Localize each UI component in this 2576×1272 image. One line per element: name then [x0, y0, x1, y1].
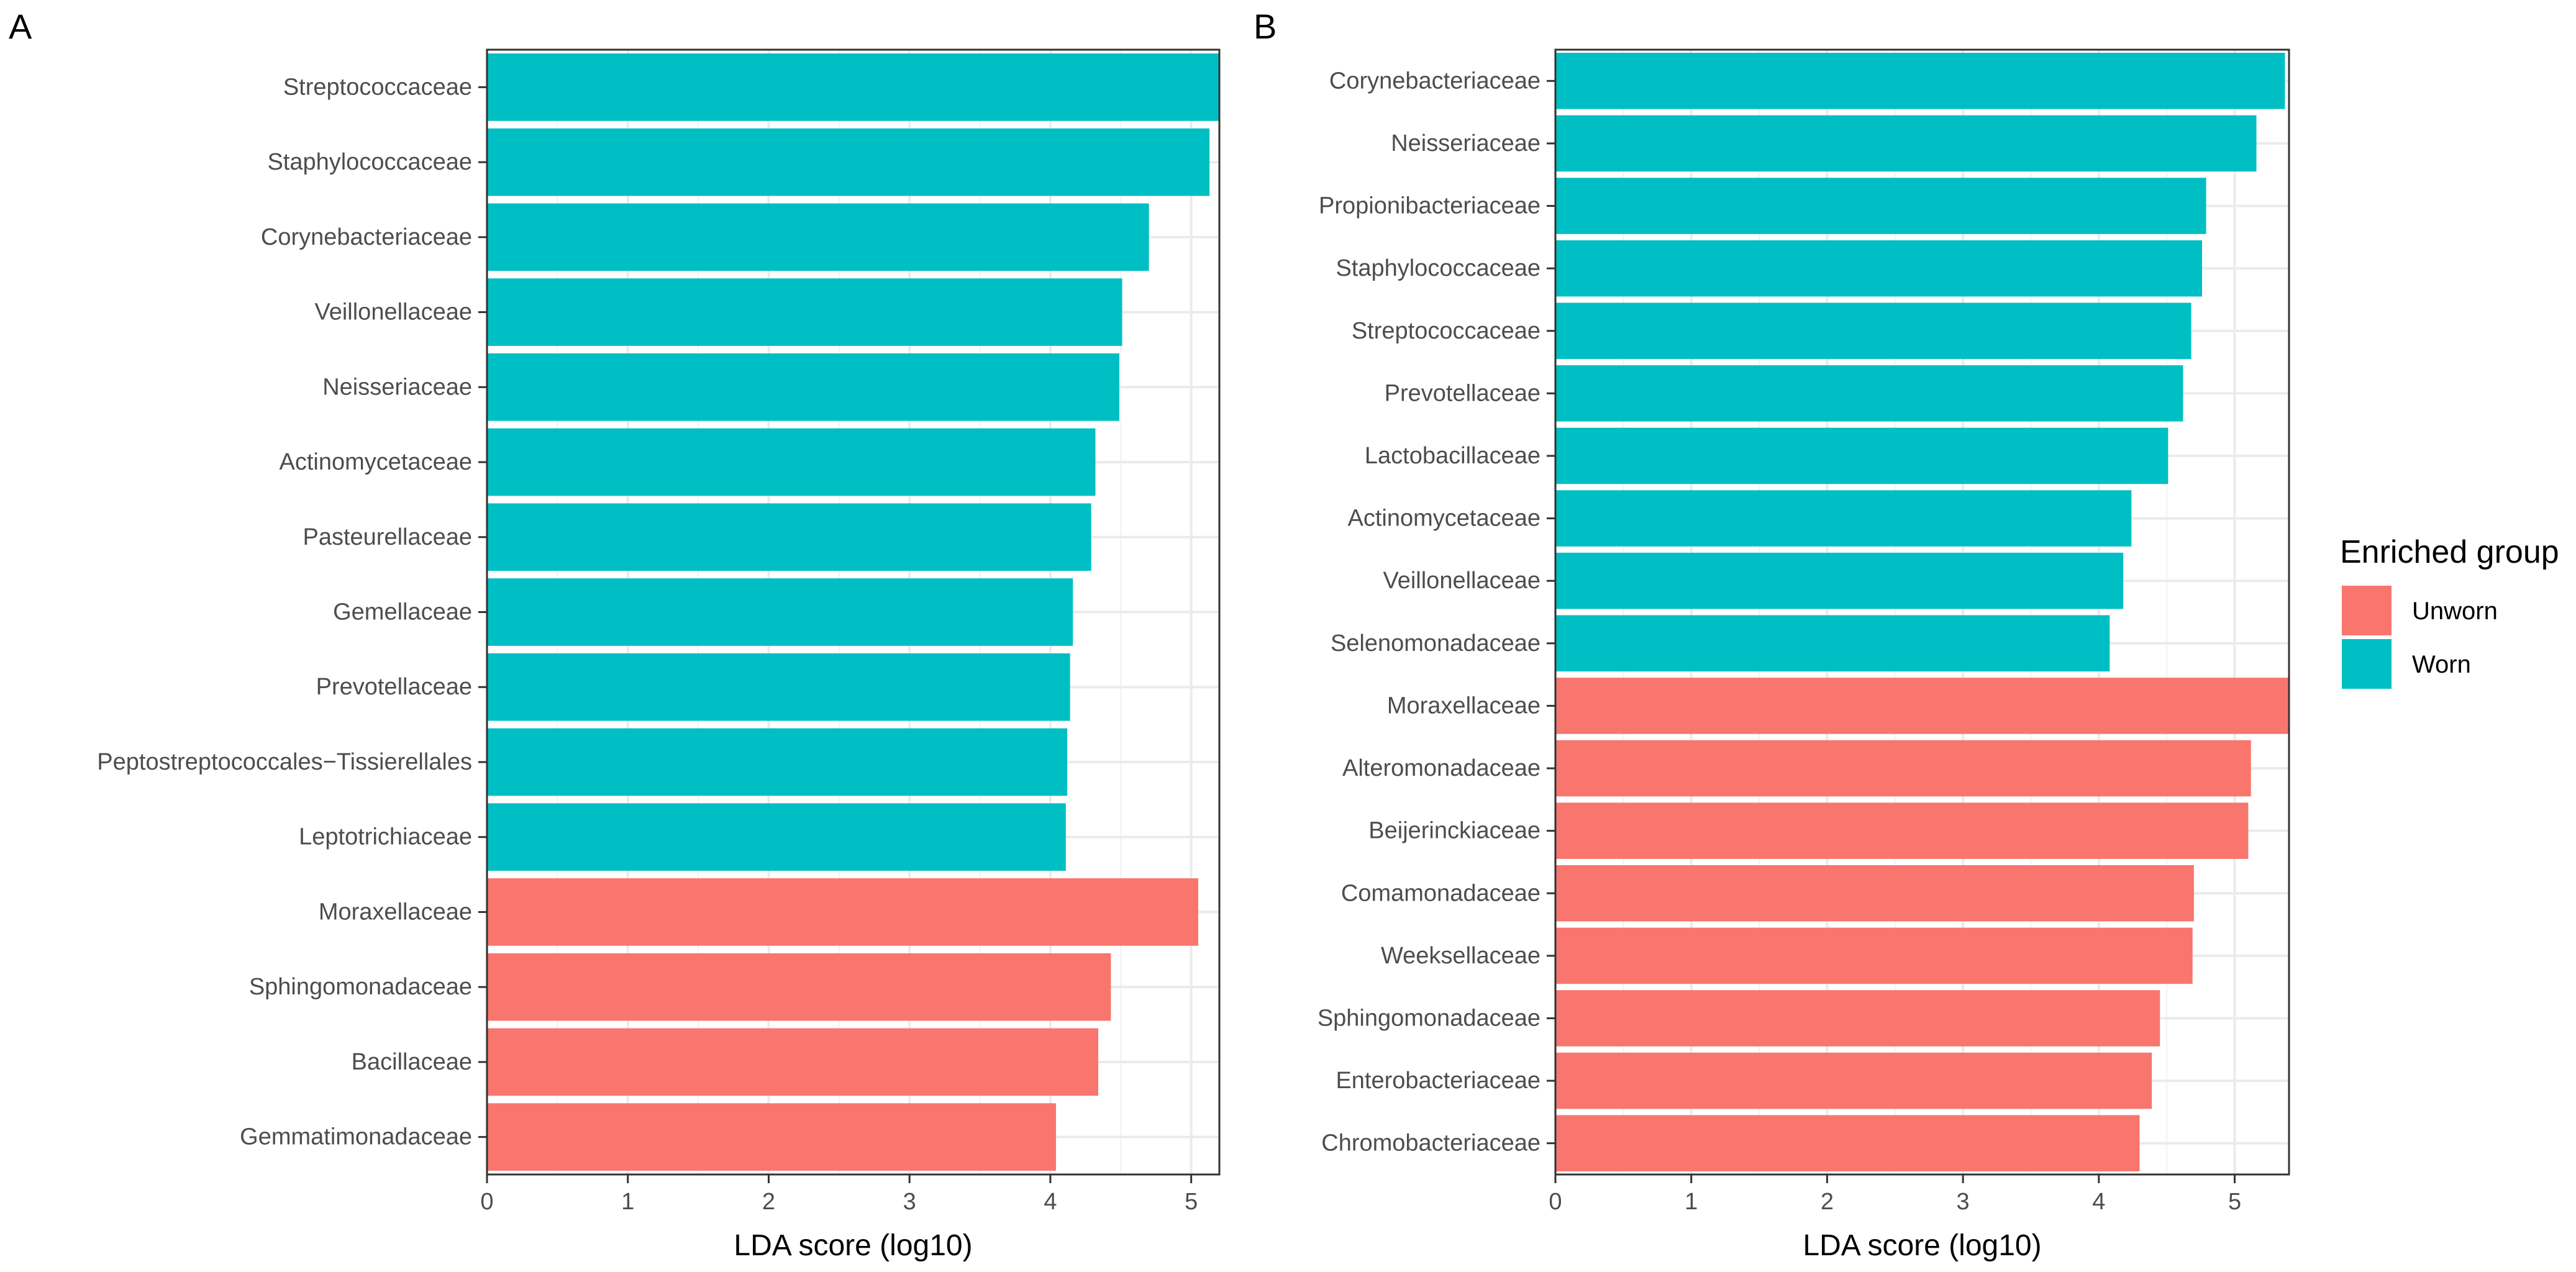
bar: [1555, 1052, 2152, 1109]
x-tick-label: 1: [621, 1189, 634, 1215]
category-label: Chromobacteriaceae: [1321, 1130, 1541, 1156]
bar: [487, 1028, 1099, 1096]
category-label: Actinomycetaceae: [1348, 506, 1541, 532]
category-label: Gemmatimonadaceae: [240, 1124, 472, 1150]
bar: [1555, 802, 2249, 859]
bar: [1555, 365, 2183, 422]
category-label: Gemellaceae: [333, 599, 472, 625]
category-label: Sphingomonadaceae: [249, 974, 472, 1000]
category-label: Staphylococcaceae: [1336, 255, 1541, 281]
bar: [487, 353, 1120, 421]
x-tick-label: 3: [903, 1189, 916, 1215]
category-label: Prevotellaceae: [316, 674, 472, 700]
bar: [487, 953, 1111, 1021]
bar: [1555, 115, 2257, 172]
x-tick-label: 5: [1185, 1189, 1198, 1215]
category-label: Neisseriaceae: [1391, 130, 1541, 157]
bar: [1555, 427, 2169, 484]
legend-label-unworn: Unworn: [2412, 597, 2498, 625]
bar: [487, 803, 1066, 871]
category-label: Peptostreptococcales−Tissierellales: [97, 749, 472, 775]
legend: Enriched group Unworn Worn: [2340, 534, 2559, 689]
x-axis-title: LDA score (log10): [1803, 1229, 2041, 1262]
category-label: Veillonellaceae: [1383, 568, 1541, 594]
bar: [487, 128, 1210, 196]
category-label: Enterobacteriaceae: [1336, 1068, 1541, 1094]
category-label: Weeksellaceae: [1381, 943, 1541, 969]
panel-tag: A: [9, 7, 32, 46]
panel-border: [1554, 48, 2290, 1176]
category-label: Alteromonadaceae: [1342, 755, 1541, 781]
bar: [487, 428, 1096, 496]
category-label: Pasteurellaceae: [303, 524, 472, 550]
x-tick-label: 5: [2228, 1189, 2241, 1215]
bar: [1555, 240, 2203, 297]
legend-title: Enriched group: [2340, 534, 2559, 570]
panel-tag: B: [1254, 7, 1277, 46]
category-label: Propionibacteriaceae: [1319, 193, 1541, 219]
x-axis-title: LDA score (log10): [734, 1229, 972, 1262]
bar: [1555, 178, 2206, 234]
category-label: Leptotrichiaceae: [299, 824, 472, 850]
category-label: Selenomonadaceae: [1331, 630, 1541, 656]
panel-b: Corynebacteriaceae Neisseriaceae Propionib…: [1254, 7, 2290, 1262]
category-label: Streptococcaceae: [283, 74, 472, 100]
category-label: Bacillaceae: [352, 1049, 472, 1075]
category-label: Neisseriaceae: [322, 374, 472, 400]
bar: [1555, 552, 2124, 609]
bar: [487, 578, 1073, 646]
bar: [1555, 302, 2191, 360]
bar: [487, 878, 1198, 946]
bar: [487, 278, 1122, 346]
x-tick-label: 4: [2092, 1189, 2105, 1215]
category-label: Beijerinckiaceae: [1368, 818, 1541, 844]
category-label: Staphylococcaceae: [267, 149, 472, 175]
bar: [487, 53, 1219, 121]
legend-swatch-worn: [2342, 639, 2392, 689]
bar: [487, 1103, 1056, 1171]
bar: [1555, 927, 2193, 984]
category-label: Actinomycetaceae: [280, 449, 473, 475]
bar: [1555, 865, 2194, 922]
bar: [487, 203, 1149, 271]
bar: [1555, 490, 2132, 547]
category-label: Streptococcaceae: [1352, 318, 1541, 344]
category-label: Comamonadaceae: [1341, 880, 1541, 906]
x-tick-label: 3: [1957, 1189, 1970, 1215]
category-label: Corynebacteriaceae: [1329, 68, 1541, 94]
category-label: Corynebacteriaceae: [261, 224, 472, 250]
category-label: Sphingomonadaceae: [1318, 1005, 1541, 1031]
x-tick-label: 2: [1821, 1189, 1834, 1215]
legend-swatch-unworn: [2342, 586, 2392, 635]
bar: [1555, 678, 2289, 734]
x-tick-label: 0: [480, 1189, 493, 1215]
bar: [1555, 990, 2160, 1047]
panel-a: Streptococcaceae Staphylococcaceae Coryneb…: [9, 7, 1221, 1262]
legend-label-worn: Worn: [2412, 651, 2471, 678]
x-tick-label: 2: [762, 1189, 775, 1215]
x-tick-label: 1: [1685, 1189, 1698, 1215]
category-label: Lactobacillaceae: [1365, 443, 1541, 469]
bar: [487, 653, 1070, 721]
bar: [1555, 740, 2251, 797]
category-label: Moraxellaceae: [1387, 693, 1541, 719]
category-label: Moraxellaceae: [319, 899, 472, 925]
bar: [487, 503, 1091, 571]
bar: [487, 728, 1068, 796]
bar: [1555, 53, 2285, 109]
x-tick-label: 0: [1549, 1189, 1562, 1215]
category-label: Prevotellaceae: [1385, 380, 1541, 406]
x-tick-label: 4: [1044, 1189, 1057, 1215]
bar: [1555, 615, 2110, 672]
category-label: Veillonellaceae: [314, 299, 472, 325]
bar: [1555, 1115, 2140, 1171]
